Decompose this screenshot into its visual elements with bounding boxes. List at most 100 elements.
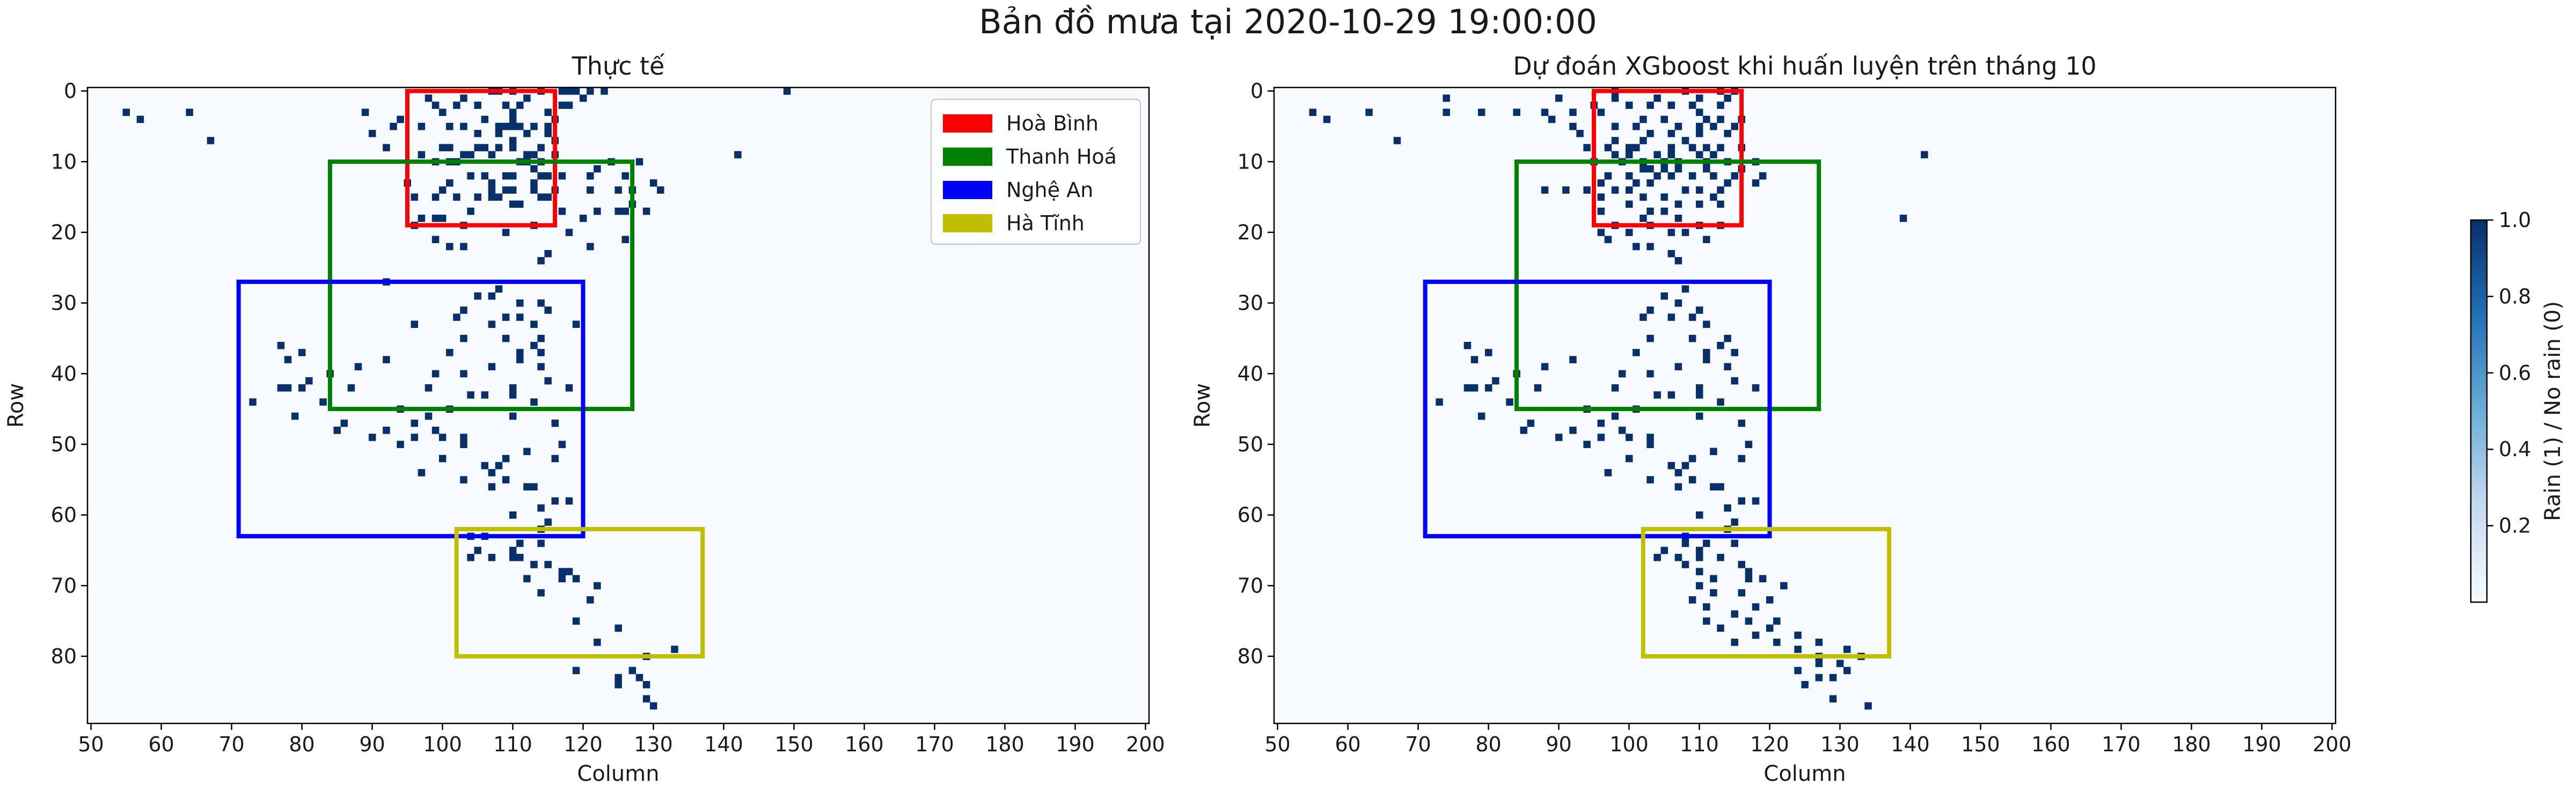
rain-cell [347, 384, 355, 392]
rain-cell [1695, 554, 1703, 561]
rain-cell [516, 101, 524, 109]
rain-cell [1667, 101, 1675, 109]
rain-cell [1766, 624, 1774, 632]
rain-cell [1688, 313, 1696, 321]
rain-cell [460, 243, 467, 251]
x-tick-label: 190 [1056, 733, 1095, 756]
rain-cells [1309, 87, 1928, 710]
x-tick-label: 70 [218, 733, 244, 756]
rain-cell [565, 229, 573, 236]
rain-cell [1703, 115, 1710, 123]
rain-cell [509, 115, 517, 123]
rain-cell [516, 122, 524, 130]
rain-cell [1653, 554, 1661, 561]
rain-cell [1759, 575, 1767, 583]
rain-cell [1738, 589, 1746, 597]
rain-cell [438, 108, 447, 116]
y-axis-label: Row [4, 383, 28, 428]
rain-cell [383, 356, 390, 363]
rain-cell [1843, 667, 1851, 675]
rain-cell [1492, 377, 1499, 385]
rain-cell [516, 200, 524, 208]
rain-cell [1815, 639, 1823, 646]
rain-cell [495, 462, 503, 470]
rain-cell [1681, 186, 1689, 194]
legend-swatch [943, 114, 992, 133]
rain-cell [558, 568, 566, 575]
rain-cell [1724, 179, 1731, 187]
x-axis-label: Column [1763, 762, 1846, 786]
rain-cell [1695, 306, 1703, 314]
rain-cell [418, 122, 426, 130]
rain-cell [1597, 434, 1605, 441]
rain-cell [453, 313, 460, 321]
rain-cell [1695, 412, 1703, 420]
rain-cell [1513, 108, 1520, 116]
x-tick-label: 70 [1405, 733, 1431, 756]
rain-cell [1667, 144, 1675, 151]
rain-cell [1646, 101, 1654, 109]
rain-cell [649, 179, 657, 187]
x-tick-label: 110 [493, 733, 532, 756]
rain-cell [537, 257, 545, 265]
rain-cell [425, 412, 433, 420]
rain-cell [390, 122, 397, 130]
rain-cell [1625, 186, 1633, 194]
rain-cell [1731, 639, 1738, 646]
panel-title: Thực tế [572, 52, 665, 80]
rain-cell [488, 186, 496, 194]
rain-cell [1646, 207, 1654, 215]
rain-cell [460, 94, 467, 102]
rain-cell [1921, 151, 1928, 159]
x-tick-label: 100 [423, 733, 462, 756]
rain-cell [1703, 603, 1710, 611]
rain-cell [594, 207, 601, 215]
rain-cell [516, 313, 524, 321]
rain-cell [438, 215, 447, 222]
rain-cell [516, 299, 524, 307]
x-tick-label: 60 [148, 733, 174, 756]
x-axis-label: Column [577, 762, 659, 786]
rain-cell [1625, 172, 1633, 180]
rain-cell [1773, 639, 1781, 646]
rain-cell [544, 193, 552, 201]
x-tick-label: 110 [1680, 733, 1719, 756]
rain-cell [467, 207, 474, 215]
rain-cell [431, 236, 440, 244]
rain-cell [502, 455, 510, 463]
rain-cell [1660, 546, 1668, 554]
rain-cell [446, 349, 453, 356]
rain-cell [649, 702, 657, 710]
rain-cell [1752, 603, 1760, 611]
rain-cell [1365, 108, 1373, 116]
y-tick-label: 0 [64, 79, 77, 103]
rain-cell [1738, 419, 1746, 427]
rain-cell [594, 582, 601, 590]
rain-cell [1625, 200, 1633, 208]
rain-cell [1646, 179, 1654, 187]
rain-cell [642, 207, 650, 215]
rain-cell [284, 384, 292, 392]
rain-cell [516, 356, 524, 363]
rain-cell [509, 546, 517, 554]
y-tick-label: 20 [51, 221, 77, 244]
y-tick-label: 60 [1238, 503, 1263, 527]
rain-cell [1463, 342, 1472, 349]
rain-cell [1745, 441, 1753, 448]
rain-cell [1541, 363, 1549, 371]
rain-cell [1738, 561, 1746, 568]
rain-cell [495, 285, 503, 293]
rain-cell [418, 215, 426, 222]
rain-cell [502, 476, 510, 484]
rain-cell [1843, 646, 1851, 653]
rain-cell [614, 186, 622, 194]
rain-cell [509, 137, 517, 144]
rain-cell [1717, 398, 1724, 406]
rain-cell [502, 172, 510, 180]
rain-cell [1527, 419, 1535, 427]
x-tick-label: 120 [564, 733, 603, 756]
rain-cell [340, 419, 348, 427]
rain-cell [1569, 108, 1577, 116]
y-tick-label: 40 [51, 362, 77, 385]
